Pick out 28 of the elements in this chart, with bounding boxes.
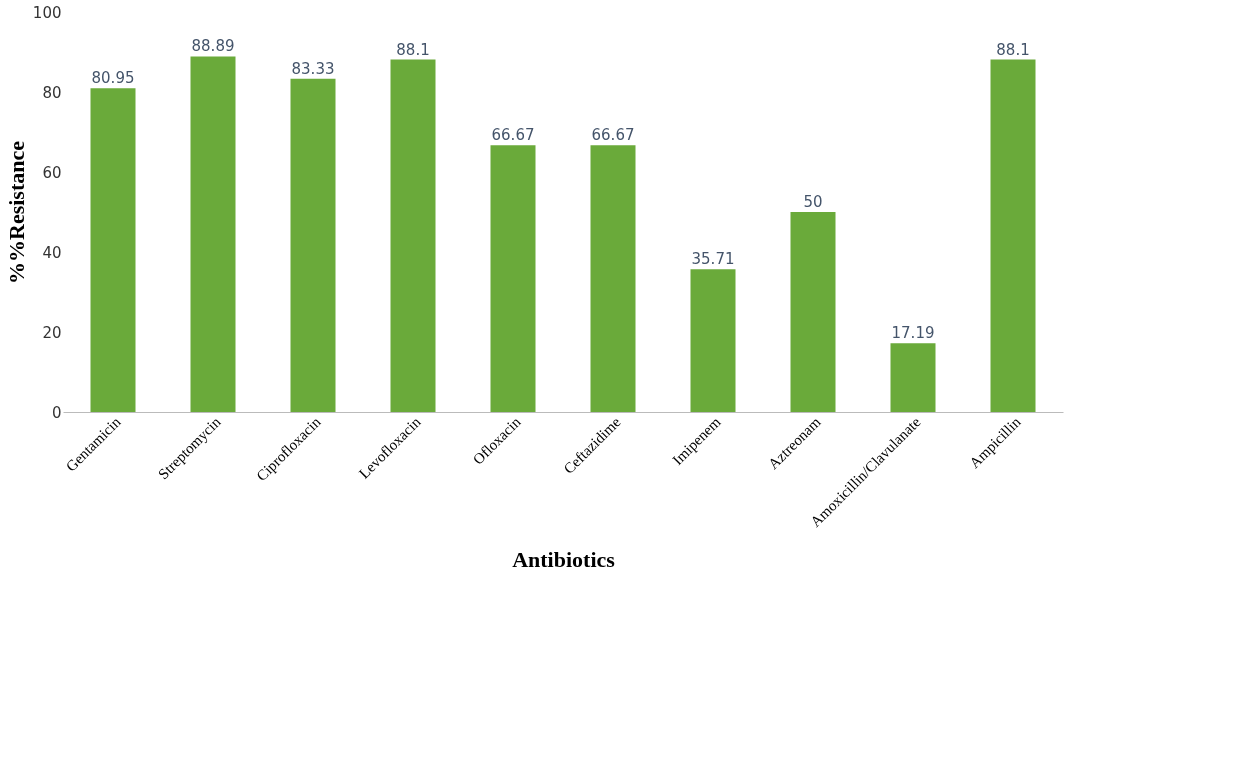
data-label: 80.95 xyxy=(91,69,135,88)
data-label: 88.89 xyxy=(191,37,235,56)
bar xyxy=(190,56,236,412)
bar xyxy=(490,145,536,412)
bar xyxy=(790,212,836,412)
y-tick-label: 100 xyxy=(32,3,62,22)
data-label: 83.33 xyxy=(291,59,335,78)
bar xyxy=(90,88,136,412)
data-label: 35.71 xyxy=(691,250,735,269)
data-label: 66.67 xyxy=(491,126,535,145)
y-tick-label: 0 xyxy=(51,403,62,422)
bar xyxy=(690,269,736,412)
x-axis-title: Antibiotics xyxy=(512,546,616,572)
y-tick-label: 20 xyxy=(42,323,62,342)
bar xyxy=(590,145,636,412)
data-label: 66.67 xyxy=(591,126,635,145)
data-label: 88.1 xyxy=(396,40,430,59)
y-tick-label: 40 xyxy=(42,243,62,262)
y-tick-label: 80 xyxy=(42,83,62,102)
data-label: 17.19 xyxy=(891,324,935,343)
bar xyxy=(290,78,336,412)
y-axis-title: %%Resistance xyxy=(3,140,29,284)
data-label: 88.1 xyxy=(996,40,1030,59)
y-tick-label: 60 xyxy=(42,163,62,182)
bar xyxy=(890,343,936,412)
data-label: 50 xyxy=(803,193,823,211)
bar xyxy=(990,59,1036,412)
bar xyxy=(390,59,436,412)
